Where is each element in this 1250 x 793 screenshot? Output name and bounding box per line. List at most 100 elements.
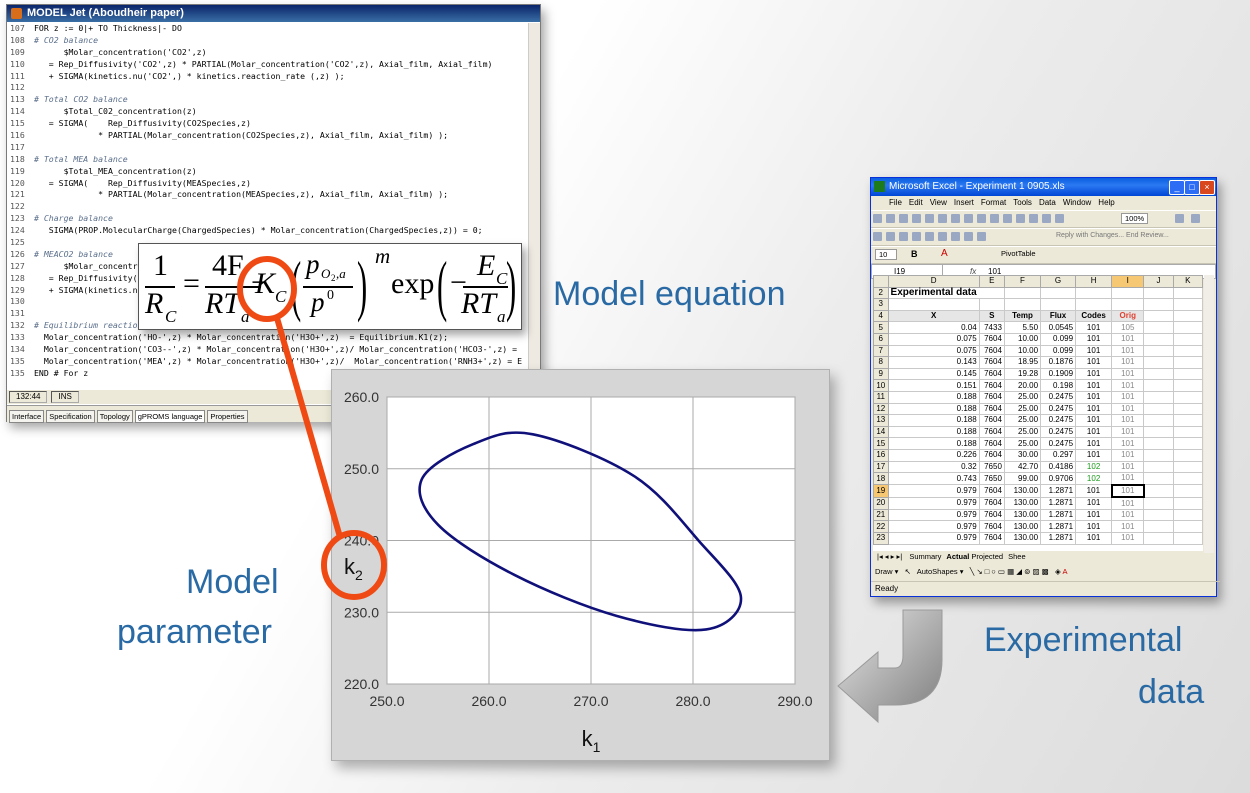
cell-flux[interactable]: 1.2871 <box>1040 520 1077 534</box>
cell-s[interactable]: 7604 <box>978 356 1005 369</box>
cell[interactable] <box>1040 298 1077 311</box>
cell-x[interactable]: 0.979 <box>887 484 980 498</box>
sheet-tab-shee[interactable]: Shee <box>1008 552 1026 561</box>
cell-temp[interactable]: 25.00 <box>1003 425 1042 439</box>
cell[interactable] <box>1172 520 1203 534</box>
cell[interactable] <box>1172 508 1203 522</box>
cell[interactable] <box>1143 309 1174 323</box>
cell-s[interactable]: 7604 <box>978 484 1005 498</box>
code-line[interactable]: 128 = Rep_Diffusivity(' <box>7 273 527 285</box>
cell[interactable] <box>1111 286 1145 300</box>
cell-orig[interactable]: 101 <box>1111 344 1145 358</box>
cell-s[interactable]: 7433 <box>978 321 1005 334</box>
cell-x[interactable]: 0.075 <box>887 344 980 358</box>
column-header[interactable]: D <box>887 275 980 288</box>
cell-flux[interactable]: 0.9706 <box>1040 472 1077 486</box>
cell-temp[interactable]: 25.00 <box>1003 402 1042 416</box>
cell-flux[interactable]: 0.2475 <box>1040 425 1077 439</box>
menu-data[interactable]: Data <box>1038 198 1056 207</box>
review-icon-4[interactable] <box>912 232 921 241</box>
review-icon-3[interactable] <box>899 232 908 241</box>
code-line[interactable]: 129 + SIGMA(kinetics.nu <box>7 285 527 297</box>
cell-orig[interactable]: 101 <box>1111 390 1145 404</box>
paste-icon[interactable] <box>990 214 999 223</box>
column-header[interactable]: J <box>1143 275 1174 288</box>
cell-orig[interactable]: 101 <box>1111 356 1145 369</box>
cell-code[interactable]: 101 <box>1075 414 1113 427</box>
cell-orig[interactable]: 101 <box>1111 448 1145 462</box>
cell-orig[interactable]: 101 <box>1111 425 1145 439</box>
cell[interactable] <box>1143 532 1174 545</box>
column-header[interactable]: G <box>1040 275 1077 288</box>
code-line[interactable]: 118 # Total MEA balance <box>7 154 527 166</box>
tab-specification[interactable]: Specification <box>46 410 95 423</box>
review-icon-9[interactable] <box>977 232 986 241</box>
code-line[interactable]: 127 $Molar_concentrat <box>7 261 527 273</box>
cell[interactable] <box>1172 367 1203 381</box>
cell[interactable] <box>1172 344 1203 358</box>
cell[interactable] <box>1172 496 1203 510</box>
cell[interactable] <box>1003 286 1042 300</box>
print-icon[interactable] <box>925 214 934 223</box>
cell-temp[interactable]: 10.00 <box>1003 344 1042 358</box>
sheet-title-cell[interactable]: Experimental data <box>887 286 980 300</box>
cell-s[interactable]: 7604 <box>978 332 1005 346</box>
preview-icon[interactable] <box>938 214 947 223</box>
column-heading[interactable]: Codes <box>1075 309 1113 323</box>
cell-s[interactable]: 7604 <box>978 425 1005 439</box>
review-icon-2[interactable] <box>886 232 895 241</box>
code-line[interactable]: 120 = SIGMA( Rep_Diffusivity(MEASpecies,… <box>7 178 527 190</box>
cell-orig[interactable]: 105 <box>1111 321 1145 334</box>
close-button[interactable]: × <box>1199 180 1215 195</box>
cell-orig[interactable]: 101 <box>1111 402 1145 416</box>
column-header[interactable]: I <box>1111 275 1145 288</box>
column-heading[interactable]: X <box>887 309 980 323</box>
cell[interactable] <box>1172 286 1203 300</box>
cell[interactable] <box>1172 448 1203 462</box>
code-line[interactable]: 121 * PARTIAL(Molar_concentration(MEASpe… <box>7 189 527 201</box>
cell[interactable] <box>1143 402 1174 416</box>
worksheet-grid[interactable]: D E F G H I J K 2 Experimental data 3 4 X S Temp Flux Co… <box>873 275 1203 553</box>
code-line[interactable]: 125 <box>7 237 527 249</box>
cell-code[interactable]: 101 <box>1075 379 1113 392</box>
cell-code[interactable]: 101 <box>1075 344 1113 358</box>
code-line[interactable]: 109 $Molar_concentration('CO2',z) <box>7 47 527 59</box>
sheet-tab-summary[interactable]: Summary <box>909 552 942 561</box>
name-box[interactable]: I19 <box>894 265 943 278</box>
cell-flux[interactable]: 0.297 <box>1040 448 1077 462</box>
cell[interactable] <box>1172 298 1203 311</box>
cell-orig[interactable]: 101 <box>1111 496 1145 510</box>
cell-temp[interactable]: 19.28 <box>1003 367 1042 381</box>
cell-orig[interactable]: 101 <box>1111 472 1145 486</box>
cell-code[interactable]: 101 <box>1075 508 1113 522</box>
cell[interactable] <box>1143 508 1174 522</box>
font-color-icon[interactable]: A <box>941 248 948 259</box>
reply-with-changes[interactable]: Reply with Changes... End Review... <box>1056 232 1169 239</box>
code-line[interactable]: 112 <box>7 82 527 94</box>
chart-icon[interactable] <box>1055 214 1064 223</box>
cell-code[interactable]: 101 <box>1075 390 1113 404</box>
copy-icon[interactable] <box>977 214 986 223</box>
cell-flux[interactable]: 0.2475 <box>1040 437 1077 450</box>
cell-code[interactable]: 101 <box>1075 520 1113 534</box>
cell[interactable] <box>1172 321 1203 334</box>
cell[interactable] <box>1143 367 1174 381</box>
cell-code[interactable]: 101 <box>1075 437 1113 450</box>
cell-temp[interactable]: 99.00 <box>1003 472 1042 486</box>
cell-flux[interactable]: 0.2475 <box>1040 390 1077 404</box>
cell-x[interactable]: 0.188 <box>887 402 980 416</box>
undo-icon[interactable] <box>1003 214 1012 223</box>
cell-orig[interactable]: 101 <box>1111 414 1145 427</box>
sheet-tab-projected[interactable]: Projected <box>971 552 1004 561</box>
cell-orig[interactable]: 101 <box>1111 532 1145 545</box>
cell[interactable] <box>1143 520 1174 534</box>
code-area[interactable]: 107 FOR z := 0|+ TO Thickness|- DO 108 # CO… <box>7 23 527 380</box>
cell[interactable] <box>1172 390 1203 404</box>
code-line[interactable]: 110 = Rep_Diffusivity('CO2',z) * PARTIAL… <box>7 59 527 71</box>
cell-temp[interactable]: 25.00 <box>1003 414 1042 427</box>
cell-x[interactable]: 0.145 <box>887 367 980 381</box>
column-heading[interactable]: S <box>978 309 1005 323</box>
cell[interactable] <box>1143 414 1174 427</box>
cell-temp[interactable]: 25.00 <box>1003 437 1042 450</box>
code-line[interactable]: 133 Molar_concentration('HO-',z) * Molar… <box>7 332 527 344</box>
